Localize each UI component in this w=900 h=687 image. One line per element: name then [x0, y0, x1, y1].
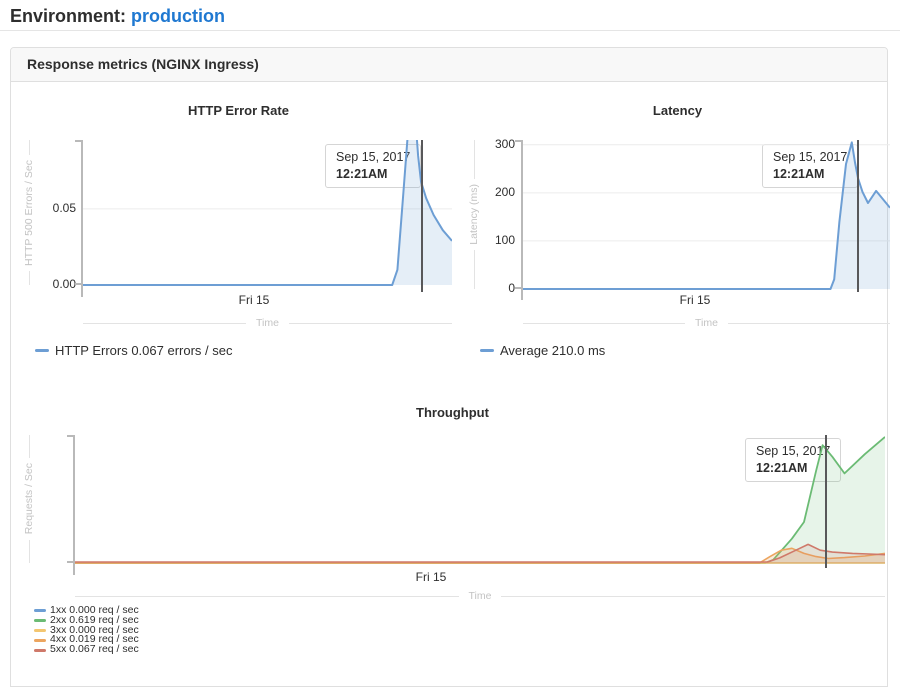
legend-label: 4xx 0.019 req / sec [50, 633, 139, 646]
tooltip-time: 12:21AM [336, 167, 388, 181]
axis-label-line [28, 539, 30, 564]
throughput-chart: Throughput Requests / Sec Sep 15, 2017 1… [20, 400, 886, 662]
crosshair-line [857, 140, 859, 292]
x-axis-label: Time [83, 317, 453, 329]
tooltip-time: 12:21AM [756, 461, 808, 475]
y-tick: 0 [508, 281, 515, 295]
axis-label-line [727, 322, 891, 324]
x-tick: Fri 15 [679, 293, 711, 307]
legend-swatch [480, 349, 494, 352]
legend-label: 5xx 0.067 req / sec [50, 643, 139, 656]
y-tick: 0.00 [52, 277, 76, 291]
environment-link[interactable]: production [131, 6, 226, 26]
legend: 1xx 0.000 req / sec 2xx 0.619 req / sec … [34, 604, 139, 656]
axis-label-line [75, 595, 459, 597]
x-tick: Fri 15 [238, 293, 270, 307]
legend: HTTP Errors 0.067 errors / sec [35, 343, 232, 358]
axis-label-line [288, 322, 453, 324]
x-axis-label: Time [75, 590, 886, 602]
axis-label-line [501, 595, 886, 597]
y-axis-line [515, 140, 523, 300]
tooltip-date: Sep 15, 2017 [773, 150, 848, 164]
y-axis-label: Latency (ms) [467, 140, 481, 289]
legend-label: 2xx 0.619 req / sec [50, 613, 139, 626]
http-error-rate-chart: HTTP Error Rate HTTP 500 Errors / Sec 0.… [20, 95, 457, 365]
tooltip-date: Sep 15, 2017 [756, 444, 831, 458]
crosshair-line [825, 435, 827, 568]
legend-item: 2xx 0.619 req / sec [34, 613, 139, 626]
legend-item: 1xx 0.000 req / sec [34, 604, 139, 616]
legend-swatch [34, 619, 46, 623]
x-axis-label-text: Time [468, 590, 492, 602]
x-axis-label-text: Time [695, 317, 718, 329]
axis-label-line [28, 140, 30, 155]
legend-item: 3xx 0.000 req / sec [34, 623, 139, 636]
legend-swatch [34, 628, 46, 632]
latency-chart: Latency Latency (ms) 300 200 100 0 Sep 1… [465, 95, 891, 365]
x-tick: Fri 15 [415, 570, 447, 584]
x-axis-label: Time [523, 317, 891, 329]
chart-title: Latency [652, 103, 703, 118]
y-axis-label: Requests / Sec [22, 435, 36, 564]
y-tick: 0.05 [52, 201, 76, 215]
chart-title: Throughput [416, 405, 489, 420]
legend-item: 4xx 0.019 req / sec [34, 633, 139, 646]
x-axis-label-text: Time [256, 317, 279, 329]
environment-label: Environment: [10, 6, 127, 26]
panel-title: Response metrics (NGINX Ingress) [11, 48, 887, 82]
y-tick: 200 [494, 185, 515, 199]
legend-swatch [34, 609, 46, 613]
legend-item: 5xx 0.067 req / sec [34, 643, 139, 656]
tooltip-time: 12:21AM [773, 167, 825, 181]
hover-tooltip: Sep 15, 2017 12:21AM [762, 144, 859, 188]
legend-swatch [34, 638, 46, 642]
axis-label-line [28, 270, 30, 286]
y-axis-label: HTTP 500 Errors / Sec [22, 140, 36, 286]
legend-swatch [34, 648, 46, 652]
crosshair-line [421, 140, 423, 292]
axis-label-line [473, 249, 475, 289]
y-axis-label-text: Requests / Sec [23, 463, 35, 535]
y-axis-line [75, 140, 83, 297]
y-tick: 300 [494, 137, 515, 151]
legend: Average 210.0 ms [480, 343, 605, 358]
y-axis-line [67, 435, 75, 575]
legend-label: 1xx 0.000 req / sec [50, 604, 139, 616]
legend-swatch [35, 349, 49, 352]
chart-title: HTTP Error Rate [188, 103, 289, 118]
header-divider [0, 30, 900, 31]
hover-tooltip: Sep 15, 2017 12:21AM [325, 144, 422, 188]
legend-label: Average 210.0 ms [500, 343, 606, 358]
tooltip-date: Sep 15, 2017 [336, 150, 411, 164]
page-title: Environment: production [10, 6, 225, 27]
y-tick: 100 [494, 233, 515, 247]
legend-label: HTTP Errors 0.067 errors / sec [55, 343, 233, 358]
axis-label-line [28, 435, 30, 459]
axis-label-line [523, 322, 686, 324]
legend-label: 3xx 0.000 req / sec [50, 623, 139, 636]
axis-label-line [473, 140, 475, 180]
axis-label-line [83, 322, 247, 324]
